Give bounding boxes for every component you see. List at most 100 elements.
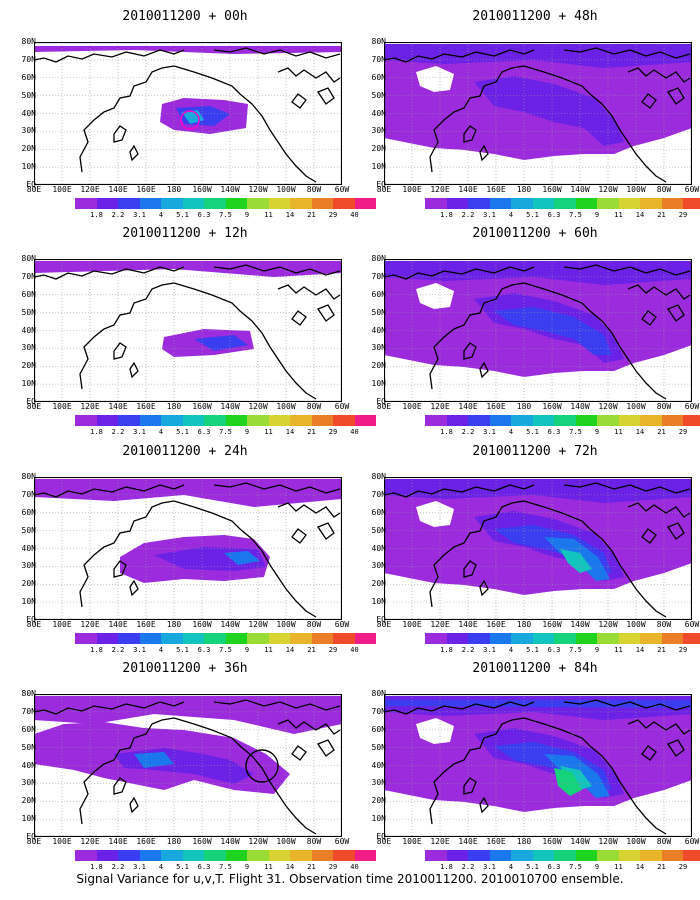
lat-label: EQ xyxy=(26,397,36,406)
colorbar-label: 40 xyxy=(350,863,359,871)
colorbar-swatch xyxy=(247,633,269,644)
coastline xyxy=(79,282,175,390)
colorbar-label: 29 xyxy=(328,646,338,654)
variance-shading xyxy=(494,307,612,355)
colorbar-swatch xyxy=(225,633,247,644)
lon-label: 120W xyxy=(598,837,618,846)
map-panel: 2010011200 + 36h 80N 70N 60N 50N 40N 30N 20N 10N… xyxy=(20,657,376,872)
lon-label: 180 xyxy=(166,620,182,629)
variance-shading xyxy=(416,718,454,744)
coastline xyxy=(129,579,139,597)
colorbar-swatch xyxy=(554,198,576,209)
lat-label: 80N xyxy=(21,689,36,698)
lon-label: 140W xyxy=(220,620,240,629)
variance-shading xyxy=(384,479,692,503)
lat-label: 40N xyxy=(371,543,386,553)
lon-label: 160E xyxy=(136,837,156,846)
lat-label: 60N xyxy=(371,289,386,299)
colorbar-swatch xyxy=(96,850,118,861)
colorbar-swatch xyxy=(446,850,468,861)
colorbar-label: 11 xyxy=(264,428,273,436)
lon-label: 120W xyxy=(598,620,618,629)
variance-shading xyxy=(554,768,582,796)
colorbar-label: 1.8 xyxy=(440,428,453,436)
lon-label: 140W xyxy=(570,402,590,411)
lat-label: 50N xyxy=(21,307,36,317)
colorbar-swatch xyxy=(661,415,683,426)
coastline xyxy=(429,500,525,608)
variance-map xyxy=(34,694,342,837)
map-frame xyxy=(384,477,692,620)
lon-label: 100W xyxy=(626,185,646,194)
lat-label: 70N xyxy=(371,489,386,499)
lon-label: 80W xyxy=(306,402,322,411)
panel-title: 2010011200 + 24h xyxy=(122,444,248,459)
coastline xyxy=(463,342,477,360)
lon-label: 140E xyxy=(108,837,128,846)
colorbar-label: 7.5 xyxy=(569,428,582,436)
colorbar-swatch xyxy=(333,415,355,426)
lon-label: 180 xyxy=(166,402,182,411)
coastline xyxy=(113,560,127,578)
colorbar-swatch xyxy=(554,415,576,426)
variance-shading xyxy=(416,66,454,92)
map-frame xyxy=(384,42,692,185)
lon-label: 80W xyxy=(306,837,322,846)
lon-label: 140W xyxy=(220,837,240,846)
coastline xyxy=(317,87,335,105)
coastline xyxy=(79,500,175,608)
variance-shading xyxy=(34,261,342,277)
map-frame xyxy=(34,259,342,402)
lon-label: 80E xyxy=(376,620,392,629)
coastline xyxy=(384,484,535,498)
map-panel: 2010011200 + 48h 80N 70N 60N 50N 40N 30N 20N 10N… xyxy=(370,5,700,220)
map-panel: 2010011200 + 12h 80N 70N 60N 50N 40N 30N 20N 10N… xyxy=(20,222,376,437)
colorbar-swatch xyxy=(446,198,468,209)
colorbar-swatch xyxy=(225,850,247,861)
lon-label: 120W xyxy=(248,620,268,629)
colorbar-label: 29 xyxy=(328,863,338,871)
colorbar-label: 2.2 xyxy=(111,646,125,654)
lat-label: 10N xyxy=(371,814,386,824)
colorbar-swatch xyxy=(468,633,490,644)
lat-label: 40N xyxy=(21,760,36,770)
coastline xyxy=(641,93,657,109)
lat-label: 10N xyxy=(21,379,36,389)
lon-label: 60W xyxy=(684,837,700,846)
lat-label: 50N xyxy=(21,525,36,535)
coastline xyxy=(113,342,127,360)
colorbar-swatch xyxy=(247,415,269,426)
colorbar-label: 3.1 xyxy=(133,428,146,436)
lon-label: 120E xyxy=(430,185,450,194)
colorbar-swatch xyxy=(511,198,533,209)
lon-label: 160W xyxy=(192,620,212,629)
map-frame xyxy=(34,694,342,837)
lat-label: 40N xyxy=(371,760,386,770)
lon-label: 80E xyxy=(376,185,392,194)
lat-label: 60N xyxy=(371,72,386,82)
colorbar-swatch xyxy=(75,850,97,861)
colorbar-swatch xyxy=(640,850,662,861)
colorbar-swatch xyxy=(532,415,554,426)
figure-caption: Signal Variance for u,v,T. Flight 31. Ob… xyxy=(76,872,624,886)
lon-label: 120E xyxy=(430,837,450,846)
colorbar-swatch xyxy=(204,850,226,861)
lon-label: 100E xyxy=(52,185,72,194)
colorbar xyxy=(425,198,700,209)
colorbar-label: 14 xyxy=(285,428,295,436)
lon-label: 100W xyxy=(276,620,296,629)
lat-label: 10N xyxy=(21,162,36,172)
lon-label: 100E xyxy=(402,837,422,846)
lon-label: 160W xyxy=(192,185,212,194)
variance-map xyxy=(384,694,692,837)
colorbar-label: 6.3 xyxy=(197,646,211,654)
lon-label: 100W xyxy=(626,837,646,846)
colorbar-label: 4 xyxy=(158,646,164,654)
colorbar-label: 4 xyxy=(158,863,164,871)
colorbar-swatch xyxy=(268,198,290,209)
lon-label: 80E xyxy=(376,402,392,411)
lon-label: 80W xyxy=(656,620,672,629)
colorbar-swatch xyxy=(311,850,333,861)
lon-label: 120E xyxy=(430,620,450,629)
lon-label: 100W xyxy=(276,402,296,411)
